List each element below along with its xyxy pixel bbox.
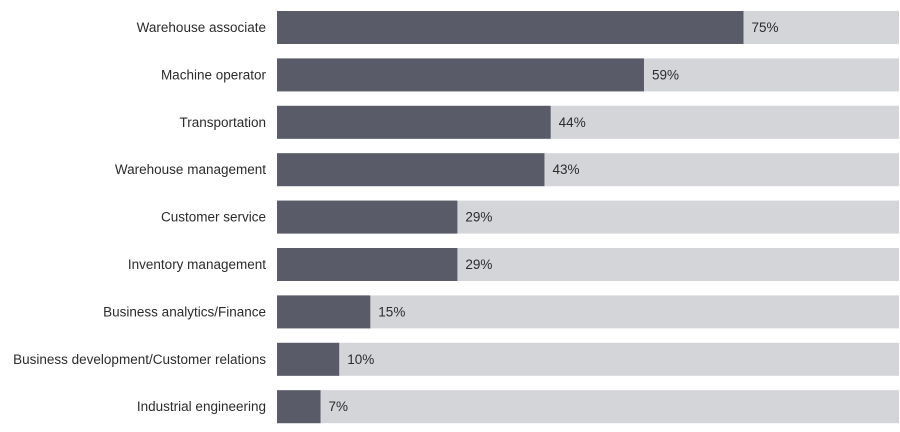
bar-track bbox=[277, 390, 899, 424]
value-label: 44% bbox=[559, 115, 586, 130]
category-label: Inventory management bbox=[128, 257, 266, 272]
bar-track bbox=[277, 342, 899, 376]
value-label: 75% bbox=[752, 20, 779, 35]
bar bbox=[277, 153, 545, 187]
category-label: Industrial engineering bbox=[137, 399, 266, 414]
category-label: Customer service bbox=[161, 210, 266, 225]
value-label: 59% bbox=[652, 67, 679, 82]
bar bbox=[277, 342, 340, 376]
bar bbox=[277, 11, 744, 44]
bar bbox=[277, 200, 458, 234]
value-label: 15% bbox=[378, 304, 405, 319]
bar-track bbox=[277, 295, 899, 329]
bar-row: Business development/Customer relations 1… bbox=[13, 342, 899, 376]
chart-rows: Warehouse associate 75% Machine operator 59… bbox=[13, 11, 899, 424]
bar-row: Warehouse associate 75% bbox=[137, 11, 899, 44]
value-label: 7% bbox=[329, 399, 349, 414]
bar-row: Business analytics/Finance 15% bbox=[103, 295, 899, 329]
value-label: 10% bbox=[347, 352, 374, 367]
bar bbox=[277, 58, 644, 92]
bar-row: Inventory management 29% bbox=[128, 248, 899, 281]
bar-row: Warehouse management 43% bbox=[115, 153, 899, 187]
value-label: 29% bbox=[465, 210, 492, 225]
value-label: 43% bbox=[552, 162, 579, 177]
category-label: Machine operator bbox=[161, 67, 267, 82]
category-label: Warehouse associate bbox=[137, 20, 266, 35]
bar-row: Machine operator 59% bbox=[161, 58, 899, 92]
category-label: Warehouse management bbox=[115, 162, 266, 177]
category-label: Business analytics/Finance bbox=[103, 304, 266, 319]
bar bbox=[277, 295, 371, 329]
category-label: Transportation bbox=[179, 115, 266, 130]
bar-row: Industrial engineering 7% bbox=[137, 390, 899, 424]
category-label: Business development/Customer relations bbox=[13, 352, 266, 367]
bar bbox=[277, 390, 321, 424]
value-label: 29% bbox=[465, 257, 492, 272]
bar-row: Customer service 29% bbox=[161, 200, 899, 234]
bar-row: Transportation 44% bbox=[179, 105, 899, 139]
bar bbox=[277, 248, 458, 281]
bar bbox=[277, 105, 551, 139]
